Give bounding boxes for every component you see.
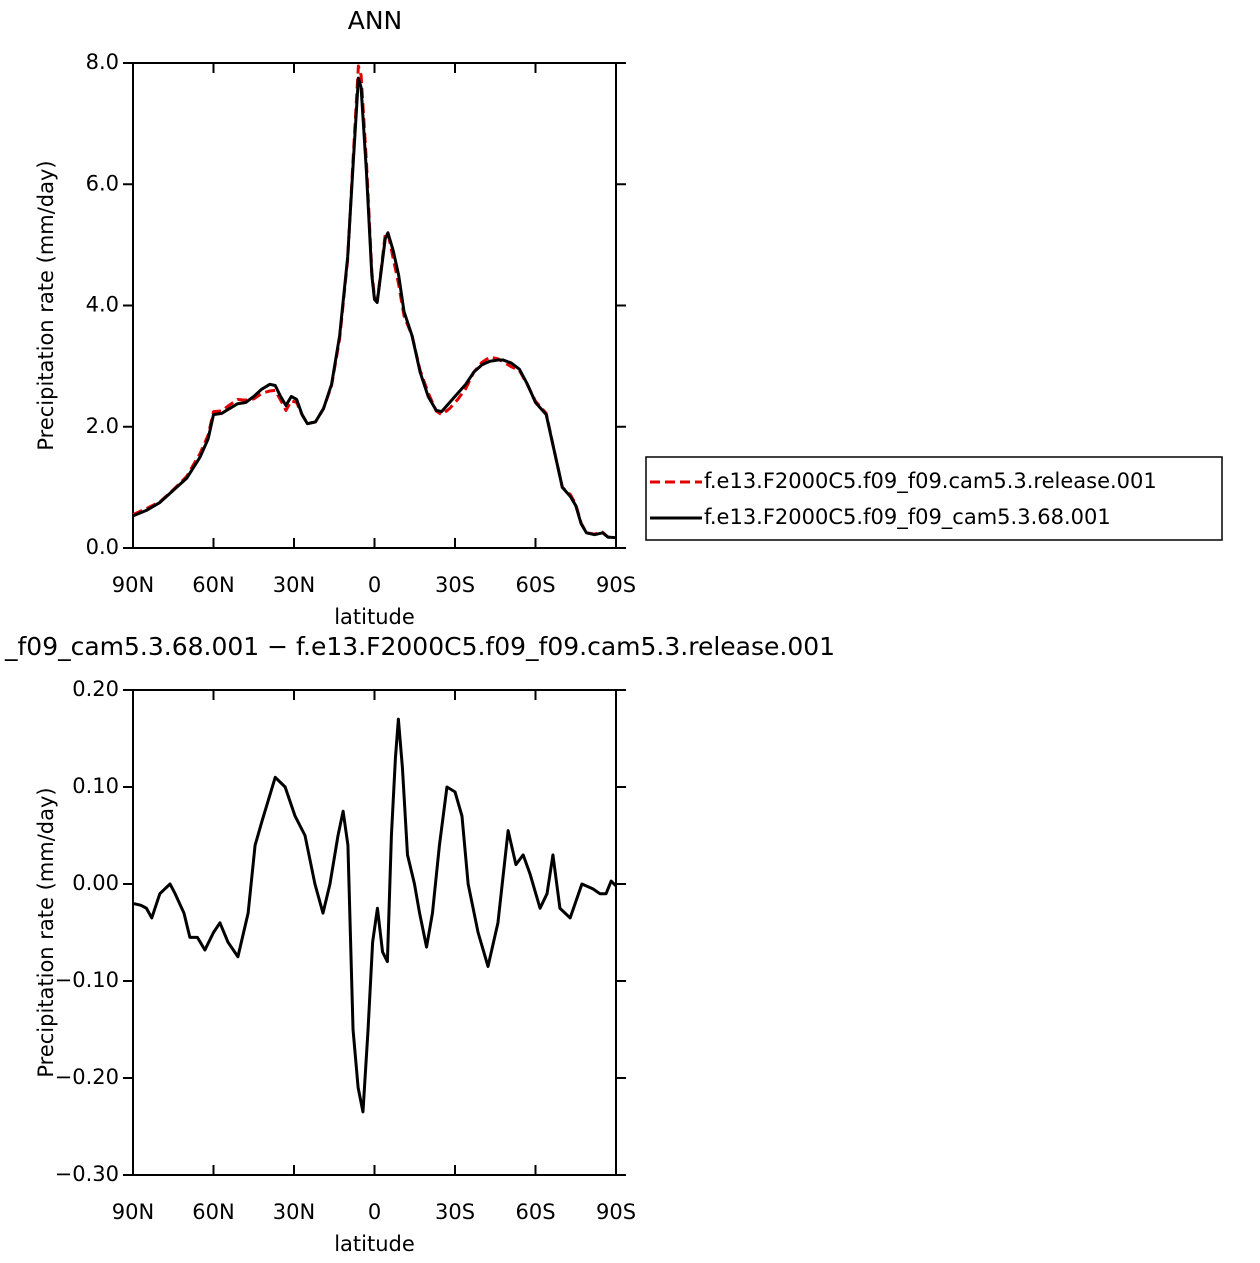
x-tick-label: 0 bbox=[368, 1200, 381, 1224]
x-tick-label: 30S bbox=[435, 1200, 475, 1224]
legend: f.e13.F2000C5.f09_f09.cam5.3.release.001… bbox=[645, 456, 1223, 541]
y-tick-label: 6.0 bbox=[86, 171, 119, 195]
y-axis-label: Precipitation rate (mm/day) bbox=[34, 160, 58, 450]
x-tick-label: 60N bbox=[192, 1200, 234, 1224]
series-line bbox=[132, 76, 617, 540]
legend-box bbox=[645, 456, 1223, 541]
x-axis-label: latitude bbox=[334, 1232, 415, 1256]
y-tick-label: 0.10 bbox=[72, 774, 119, 798]
chart-title: ANN bbox=[348, 6, 403, 35]
x-tick-label: 90N bbox=[112, 573, 154, 597]
series-line bbox=[132, 64, 617, 540]
series-line bbox=[132, 717, 618, 1114]
x-tick-label: 90N bbox=[112, 1200, 154, 1224]
legend-label: f.e13.F2000C5.f09_f09.cam5.3.release.001 bbox=[704, 469, 1157, 494]
y-tick-label: 0.0 bbox=[86, 535, 119, 559]
x-tick-label: 60S bbox=[515, 1200, 555, 1224]
x-tick-label: 30S bbox=[435, 573, 475, 597]
x-axis-label: latitude bbox=[334, 605, 415, 629]
plot-frame bbox=[132, 62, 617, 549]
y-tick-label: 0.00 bbox=[72, 871, 119, 895]
x-tick-label: 30N bbox=[273, 1200, 315, 1224]
y-tick-label: −0.30 bbox=[55, 1162, 119, 1186]
y-tick-label: −0.20 bbox=[55, 1065, 119, 1089]
legend-label: f.e13.F2000C5.f09_f09_cam5.3.68.001 bbox=[704, 505, 1111, 530]
y-axis-label: Precipitation rate (mm/day) bbox=[34, 787, 58, 1077]
x-tick-label: 60S bbox=[515, 573, 555, 597]
y-tick-label: 2.0 bbox=[86, 414, 119, 438]
x-tick-label: 90S bbox=[596, 573, 636, 597]
x-tick-label: 60N bbox=[192, 573, 234, 597]
x-tick-label: 30N bbox=[273, 573, 315, 597]
y-tick-label: 8.0 bbox=[86, 50, 119, 74]
x-tick-label: 0 bbox=[368, 573, 381, 597]
y-tick-label: −0.10 bbox=[55, 968, 119, 992]
y-tick-label: 0.20 bbox=[72, 677, 119, 701]
y-tick-label: 4.0 bbox=[86, 293, 119, 317]
plot-frame bbox=[132, 689, 617, 1176]
x-tick-label: 90S bbox=[596, 1200, 636, 1224]
chart-title: _f09_cam5.3.68.001 − f.e13.F2000C5.f09_f… bbox=[4, 632, 835, 661]
